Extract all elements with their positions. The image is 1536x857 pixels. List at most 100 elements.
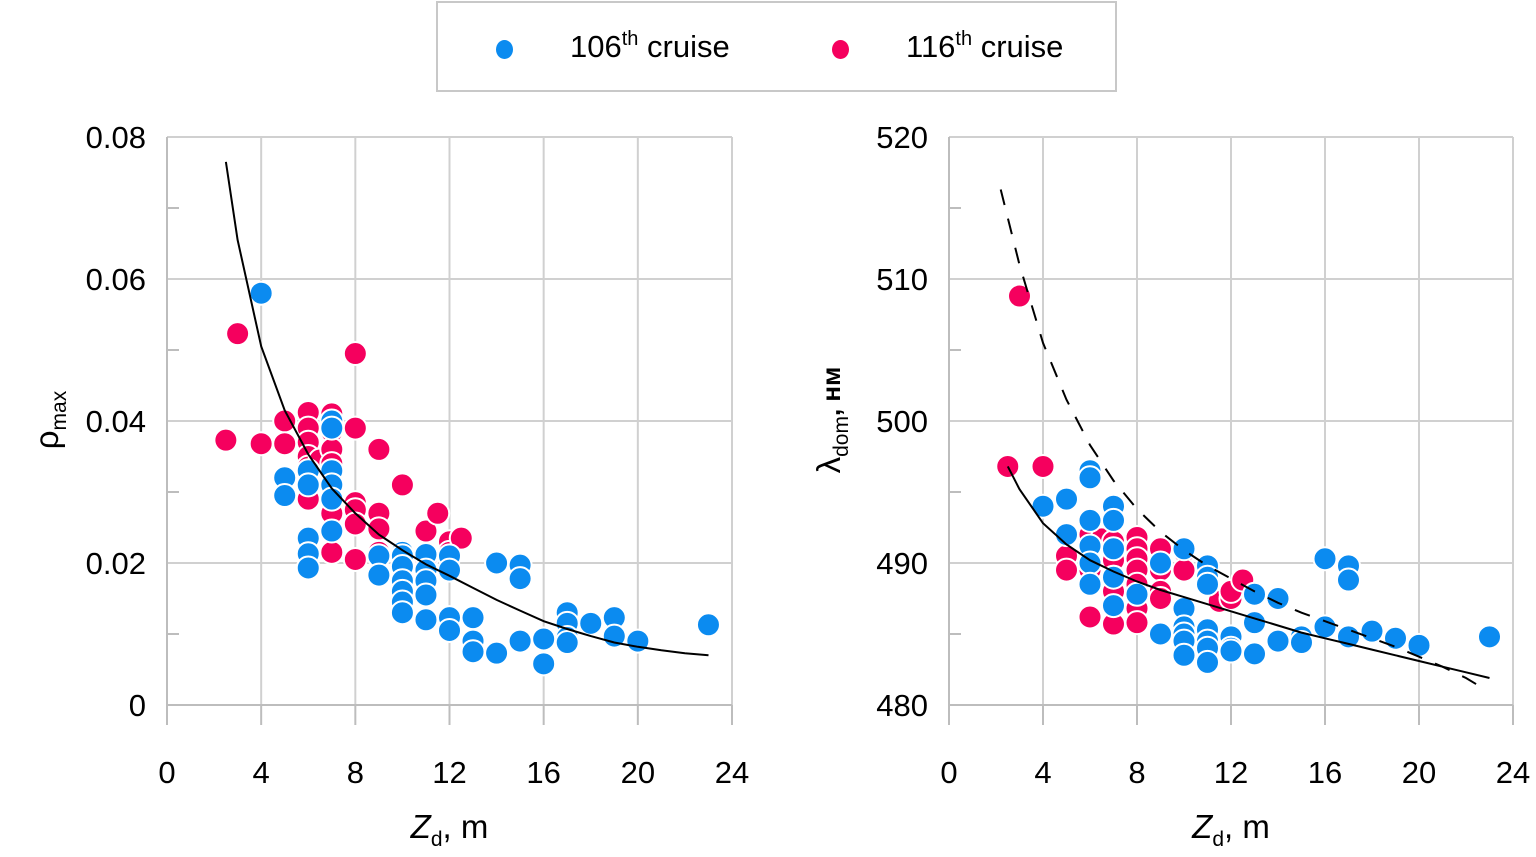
y-tick-label: 500 bbox=[876, 404, 928, 439]
point-106th-cruise bbox=[695, 612, 721, 638]
point-106th-cruise bbox=[1265, 628, 1291, 654]
point-106th-cruise bbox=[1265, 586, 1291, 611]
point-106th-cruise bbox=[1124, 581, 1150, 607]
legend-item-116 bbox=[832, 29, 849, 69]
point-116th-cruise bbox=[425, 500, 451, 526]
point-106th-cruise bbox=[1077, 507, 1103, 533]
y-axis-title-main: ρ bbox=[28, 430, 65, 449]
point-106th-cruise bbox=[1101, 507, 1126, 533]
point-106th-cruise bbox=[460, 605, 486, 631]
point-116th-cruise bbox=[1077, 604, 1103, 630]
point-116th-cruise bbox=[1124, 610, 1150, 636]
point-106th-cruise bbox=[1195, 649, 1220, 675]
x-axis-title-unit: , m bbox=[1224, 808, 1270, 845]
point-106th-cruise bbox=[1054, 486, 1079, 512]
y-tick-label: 520 bbox=[876, 120, 928, 155]
point-116th-cruise bbox=[1171, 557, 1197, 583]
point-116th-cruise bbox=[1007, 283, 1032, 309]
chart-legend: 106th cruise 116th cruise bbox=[436, 1, 1117, 92]
point-106th-cruise bbox=[1077, 465, 1103, 491]
point-106th-cruise bbox=[319, 486, 345, 512]
point-106th-cruise bbox=[272, 483, 298, 509]
point-106th-cruise bbox=[248, 280, 274, 306]
point-106th-cruise bbox=[413, 582, 439, 608]
point-116th-cruise bbox=[272, 431, 298, 457]
point-106th-cruise bbox=[389, 600, 415, 626]
point-106th-cruise bbox=[1171, 536, 1197, 562]
x-axis-title: Zd, m bbox=[1191, 808, 1270, 851]
legend-label-116-base: 116 bbox=[906, 29, 956, 64]
point-106th-cruise bbox=[1218, 638, 1244, 664]
point-106th-cruise bbox=[1312, 546, 1338, 572]
point-116th-cruise bbox=[225, 321, 251, 347]
fit-curve-dashed bbox=[999, 189, 1479, 686]
point-116th-cruise bbox=[366, 436, 392, 462]
x-tick-label: 12 bbox=[432, 755, 466, 790]
legend-label-116-rest: cruise bbox=[972, 29, 1064, 64]
legend-label-106-rest: cruise bbox=[638, 29, 730, 64]
point-106th-cruise bbox=[1101, 536, 1126, 562]
y-axis-title-unit: , нм bbox=[816, 367, 846, 416]
x-axis-title-sub: d bbox=[1212, 828, 1224, 851]
point-106th-cruise bbox=[1148, 550, 1173, 576]
point-106th-cruise bbox=[1195, 571, 1220, 597]
point-116th-cruise bbox=[342, 546, 368, 572]
x-tick-label: 24 bbox=[715, 755, 749, 790]
x-tick-label: 8 bbox=[347, 755, 364, 790]
point-106th-cruise bbox=[1289, 630, 1314, 656]
x-tick-label: 0 bbox=[940, 755, 957, 790]
legend-label-106: 106th cruise bbox=[570, 29, 730, 65]
x-tick-label: 16 bbox=[1308, 755, 1342, 790]
point-106th-cruise bbox=[578, 610, 604, 636]
legend-label-106-base: 106 bbox=[570, 29, 622, 64]
point-116th-cruise bbox=[248, 431, 274, 457]
point-116th-cruise bbox=[366, 516, 392, 542]
x-axis-title: Zd, m bbox=[410, 808, 489, 851]
y-axis-title-sub: dom bbox=[830, 416, 853, 457]
point-106th-cruise bbox=[366, 562, 392, 588]
point-106th-cruise bbox=[437, 557, 462, 583]
point-106th-cruise bbox=[1336, 567, 1361, 593]
point-116th-cruise bbox=[448, 525, 474, 551]
point-106th-cruise bbox=[1054, 522, 1079, 548]
point-106th-cruise bbox=[1030, 493, 1056, 519]
y-tick-label: 0 bbox=[129, 688, 146, 723]
legend-label-116-sup: th bbox=[955, 28, 973, 50]
point-106th-cruise bbox=[625, 628, 651, 654]
point-116th-cruise bbox=[319, 539, 345, 565]
point-106th-cruise bbox=[413, 607, 439, 633]
point-106th-cruise bbox=[319, 415, 345, 441]
x-tick-label: 4 bbox=[253, 755, 270, 790]
point-106th-cruise bbox=[1101, 564, 1126, 590]
point-106th-cruise bbox=[460, 639, 486, 665]
point-116th-cruise bbox=[389, 472, 415, 498]
point-106th-cruise bbox=[1312, 614, 1338, 640]
x-tick-label: 8 bbox=[1128, 755, 1145, 790]
y-tick-label: 0.06 bbox=[86, 262, 146, 297]
x-axis-title-main: Z bbox=[410, 808, 433, 845]
x-tick-label: 16 bbox=[526, 755, 560, 790]
point-116th-cruise bbox=[342, 511, 368, 537]
y-axis-title: λdom, нм bbox=[810, 367, 853, 474]
chart-rho-max: 0 4 8 12 16 20 24 0 0.02 0.04 0.06 0.08 Zd, m ρmax bbox=[28, 120, 749, 851]
point-106th-cruise bbox=[554, 630, 580, 656]
chart-lambda-dom: 0 4 8 12 16 20 24 480 490 500 510 520 Zd, m λdom, нм bbox=[810, 120, 1530, 851]
y-axis-title-sub: max bbox=[48, 390, 71, 430]
point-106th-cruise bbox=[531, 651, 557, 677]
point-106th-cruise bbox=[1242, 610, 1267, 636]
x-axis-title-unit: , m bbox=[443, 808, 489, 845]
y-tick-label: 0.04 bbox=[86, 404, 146, 439]
x-axis-title-sub: d bbox=[431, 828, 443, 851]
point-106th-cruise bbox=[437, 617, 462, 643]
legend-marker-106-icon bbox=[496, 39, 513, 59]
y-axis-title: ρmax bbox=[28, 390, 71, 449]
y-tick-label: 480 bbox=[876, 688, 928, 723]
point-106th-cruise bbox=[484, 550, 510, 576]
point-106th-cruise bbox=[1477, 624, 1502, 650]
fit-curve-solid bbox=[224, 161, 709, 657]
point-116th-cruise bbox=[213, 427, 239, 453]
point-106th-cruise bbox=[1101, 593, 1126, 619]
legend-label-106-sup: th bbox=[621, 28, 639, 50]
x-tick-label: 0 bbox=[158, 755, 175, 790]
